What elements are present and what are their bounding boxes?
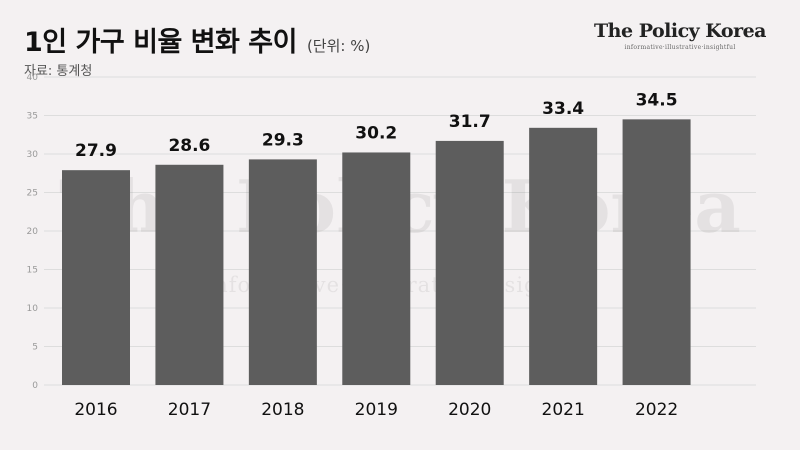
y-axis-ticks: 0 5 10 15 20 25 30 35 40 <box>27 73 39 391</box>
value-label-2016: 27.9 <box>75 141 117 161</box>
unit-label: (단위: %) <box>306 37 371 55</box>
bar-2017 <box>155 164 224 385</box>
logo-tagline: informative·illustrative·insightful <box>624 44 736 51</box>
x-label-2017: 2017 <box>168 400 211 420</box>
bar-2022 <box>622 119 691 385</box>
x-label-2020: 2020 <box>448 400 491 420</box>
value-label-2021: 33.4 <box>542 99 584 119</box>
y-tick-label: 5 <box>32 343 38 353</box>
y-tick-label: 30 <box>27 150 39 160</box>
brand-logo: The Policy Korea informative·illustrativ… <box>594 20 766 51</box>
chart-title: 1인 가구 비율 변화 추이 <box>24 27 297 58</box>
y-tick-label: 40 <box>27 73 39 83</box>
value-labels: 27.9 28.6 29.3 30.2 31.7 33.4 34.5 <box>75 90 678 161</box>
value-label-2020: 31.7 <box>449 112 491 132</box>
value-label-2019: 30.2 <box>355 123 397 143</box>
y-tick-label: 25 <box>27 189 38 199</box>
title-block: 1인 가구 비율 변화 추이 (단위: %) <box>24 20 370 59</box>
bars <box>62 119 691 385</box>
bar-2021 <box>529 127 598 385</box>
x-label-2021: 2021 <box>542 400 585 420</box>
value-label-2022: 34.5 <box>636 90 678 110</box>
source-label: 자료: 통계청 <box>24 64 93 79</box>
value-label-2017: 28.6 <box>168 136 210 156</box>
x-label-2018: 2018 <box>261 400 304 420</box>
x-axis-labels: 2016 2017 2018 2019 2020 2021 2022 <box>74 400 678 420</box>
y-tick-label: 35 <box>27 112 38 122</box>
bar-2018 <box>248 159 317 385</box>
y-tick-label: 10 <box>27 304 39 314</box>
y-tick-label: 15 <box>27 266 38 276</box>
logo-name: The Policy Korea <box>594 20 766 42</box>
bar-2016 <box>62 170 130 385</box>
x-label-2019: 2019 <box>355 400 398 420</box>
bar-2019 <box>342 152 411 385</box>
y-tick-label: 0 <box>32 381 38 391</box>
x-label-2022: 2022 <box>635 400 678 420</box>
bar-2020 <box>435 140 504 385</box>
y-tick-label: 20 <box>27 227 39 237</box>
value-label-2018: 29.3 <box>262 130 304 150</box>
x-label-2016: 2016 <box>74 400 117 420</box>
